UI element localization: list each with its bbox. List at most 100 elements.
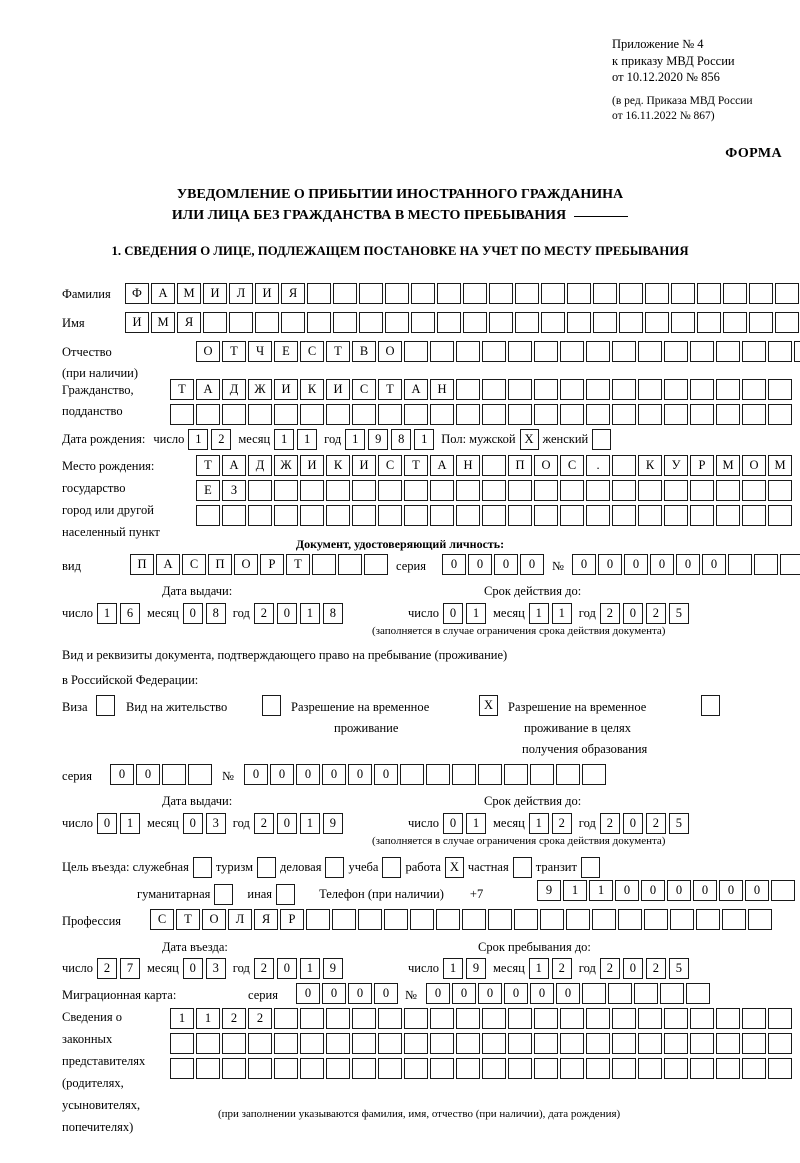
char-cell[interactable] — [638, 505, 662, 526]
char-cell[interactable]: Ф — [125, 283, 149, 304]
char-cell[interactable]: 0 — [426, 983, 450, 1004]
char-cell[interactable] — [586, 1033, 610, 1054]
char-cell[interactable]: П — [208, 554, 232, 575]
char-cell[interactable] — [664, 1058, 688, 1079]
digit-cell[interactable]: 6 — [120, 603, 141, 624]
digit-cell[interactable]: 0 — [97, 813, 118, 834]
char-cell[interactable] — [312, 554, 336, 575]
digit-cell[interactable]: 3 — [205, 813, 226, 834]
temp-residence-checkbox[interactable]: X — [479, 695, 498, 716]
digit-cell[interactable]: 5 — [668, 603, 689, 624]
char-cell[interactable]: О — [742, 455, 766, 476]
citizenship-input-row2[interactable] — [170, 404, 794, 425]
char-cell[interactable] — [378, 404, 402, 425]
purpose-work-checkbox[interactable]: X — [444, 857, 464, 878]
char-cell[interactable] — [456, 379, 480, 400]
char-cell[interactable] — [196, 1058, 220, 1079]
char-cell[interactable] — [436, 909, 460, 930]
char-cell[interactable] — [410, 909, 434, 930]
char-cell[interactable] — [489, 283, 513, 304]
digit-cell[interactable]: 2 — [253, 813, 274, 834]
char-cell[interactable] — [567, 312, 591, 333]
char-cell[interactable]: 0 — [374, 764, 398, 785]
char-cell[interactable] — [697, 283, 721, 304]
char-cell[interactable] — [612, 1008, 636, 1029]
purpose-transit-checkbox[interactable] — [580, 857, 600, 878]
char-cell[interactable] — [274, 1008, 298, 1029]
digit-cell[interactable]: 2 — [211, 429, 232, 450]
char-cell[interactable] — [612, 480, 636, 501]
char-cell[interactable] — [534, 404, 558, 425]
char-cell[interactable] — [274, 480, 298, 501]
digit-cell[interactable]: 1 — [97, 603, 118, 624]
char-cell[interactable] — [456, 480, 480, 501]
char-cell[interactable]: 0 — [598, 554, 622, 575]
char-cell[interactable]: П — [130, 554, 154, 575]
char-cell[interactable]: И — [326, 379, 350, 400]
char-cell[interactable]: 0 — [374, 983, 398, 1004]
char-cell[interactable] — [378, 480, 402, 501]
char-cell[interactable] — [456, 1008, 480, 1029]
char-cell[interactable] — [378, 505, 402, 526]
char-cell[interactable] — [722, 909, 746, 930]
char-cell[interactable]: У — [664, 455, 688, 476]
char-cell[interactable]: Т — [176, 909, 200, 930]
char-cell[interactable] — [566, 909, 590, 930]
char-cell[interactable] — [664, 480, 688, 501]
char-cell[interactable] — [378, 1058, 402, 1079]
char-cell[interactable] — [359, 283, 383, 304]
char-cell[interactable] — [352, 1008, 376, 1029]
char-cell[interactable]: 0 — [468, 554, 492, 575]
char-cell[interactable] — [742, 404, 766, 425]
char-cell[interactable] — [452, 764, 476, 785]
char-cell[interactable] — [437, 312, 461, 333]
char-cell[interactable]: С — [560, 455, 584, 476]
char-cell[interactable] — [326, 1058, 350, 1079]
char-cell[interactable]: 0 — [244, 764, 268, 785]
char-cell[interactable] — [338, 554, 362, 575]
char-cell[interactable] — [333, 312, 357, 333]
temp-residence-edu-checkbox[interactable] — [701, 695, 720, 716]
digit-cell[interactable]: 1 — [297, 429, 318, 450]
char-cell[interactable] — [384, 909, 408, 930]
digit-cell[interactable]: 1 — [466, 813, 487, 834]
char-cell[interactable] — [742, 379, 766, 400]
char-cell[interactable]: 0 — [615, 880, 639, 901]
char-cell[interactable] — [612, 379, 636, 400]
char-cell[interactable]: С — [352, 379, 376, 400]
char-cell[interactable] — [690, 480, 714, 501]
char-cell[interactable] — [780, 554, 800, 575]
char-cell[interactable] — [196, 505, 220, 526]
char-cell[interactable]: И — [300, 455, 324, 476]
char-cell[interactable] — [482, 341, 506, 362]
char-cell[interactable] — [742, 480, 766, 501]
char-cell[interactable]: С — [150, 909, 174, 930]
char-cell[interactable] — [723, 283, 747, 304]
char-cell[interactable] — [478, 764, 502, 785]
char-cell[interactable] — [463, 312, 487, 333]
char-cell[interactable] — [697, 312, 721, 333]
digit-cell[interactable]: 1 — [120, 813, 141, 834]
char-cell[interactable] — [775, 283, 799, 304]
char-cell[interactable] — [638, 1033, 662, 1054]
char-cell[interactable] — [556, 764, 580, 785]
char-cell[interactable] — [300, 1058, 324, 1079]
char-cell[interactable] — [742, 341, 766, 362]
char-cell[interactable] — [582, 983, 606, 1004]
birth-place-input-row3[interactable] — [196, 505, 794, 526]
char-cell[interactable] — [534, 341, 558, 362]
char-cell[interactable] — [586, 1008, 610, 1029]
char-cell[interactable] — [612, 1058, 636, 1079]
char-cell[interactable] — [540, 909, 564, 930]
char-cell[interactable]: А — [196, 379, 220, 400]
digit-cell[interactable]: 0 — [622, 958, 643, 979]
char-cell[interactable] — [638, 341, 662, 362]
char-cell[interactable] — [333, 283, 357, 304]
char-cell[interactable]: 0 — [572, 554, 596, 575]
char-cell[interactable] — [352, 480, 376, 501]
